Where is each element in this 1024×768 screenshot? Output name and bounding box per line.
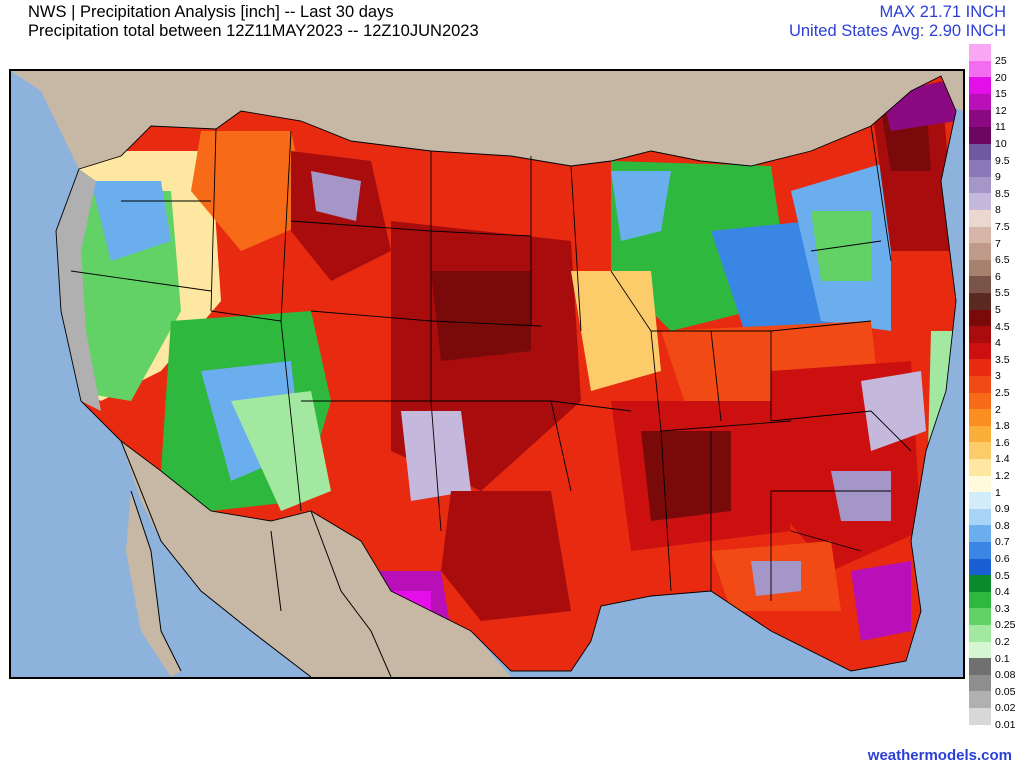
legend-label: 2 bbox=[995, 403, 1001, 416]
legend-swatch bbox=[969, 591, 991, 609]
us-average-label: United States Avg: 2.90 INCH bbox=[788, 22, 1006, 40]
legend-label: 3.5 bbox=[995, 353, 1010, 366]
legend-label: 1 bbox=[995, 486, 1001, 499]
legend-label: 4 bbox=[995, 337, 1001, 350]
legend-label: 25 bbox=[995, 55, 1007, 67]
legend-label: 7.5 bbox=[995, 221, 1010, 233]
legend-swatch bbox=[969, 625, 991, 642]
canada-land bbox=[11, 71, 963, 169]
legend-swatch bbox=[969, 259, 991, 277]
legend-swatch bbox=[969, 326, 991, 343]
legend-label: 0.08 bbox=[995, 669, 1016, 682]
legend-label: 9 bbox=[995, 171, 1001, 184]
legend-swatch bbox=[969, 309, 991, 327]
legend-swatch bbox=[969, 542, 991, 559]
legend-swatch bbox=[969, 376, 991, 393]
legend-label: 0.3 bbox=[995, 602, 1010, 615]
legend-label: 20 bbox=[995, 71, 1007, 84]
legend-swatch bbox=[969, 575, 991, 592]
legend-label: 0.01 bbox=[995, 719, 1016, 731]
coastal-low-precip bbox=[56, 169, 101, 411]
legend-label: 6 bbox=[995, 270, 1001, 283]
legend-swatch bbox=[969, 475, 991, 493]
legend-label: 0.25 bbox=[995, 619, 1016, 632]
legend-label: 1.4 bbox=[995, 453, 1010, 466]
legend-swatch bbox=[969, 658, 991, 675]
legend-label: 0.7 bbox=[995, 536, 1010, 549]
map-subtitle: Precipitation total between 12Z11MAY2023… bbox=[28, 22, 479, 40]
legend-swatch bbox=[969, 160, 991, 177]
stats-block: MAX 21.71 INCH United States Avg: 2.90 I… bbox=[789, 3, 1006, 41]
legend-label: 1.8 bbox=[995, 420, 1010, 433]
legend-label: 0.4 bbox=[995, 586, 1010, 599]
legend-label: 5.5 bbox=[995, 287, 1010, 300]
legend-label: 7 bbox=[995, 237, 1001, 250]
legend-swatch bbox=[969, 276, 991, 293]
legend-swatch bbox=[969, 708, 991, 725]
legend-swatch bbox=[969, 193, 991, 210]
legend-label: 0.8 bbox=[995, 519, 1010, 532]
legend-swatch bbox=[969, 77, 991, 94]
legend-swatch bbox=[969, 293, 991, 310]
legend-swatch bbox=[969, 392, 991, 410]
legend-swatch bbox=[969, 691, 991, 708]
legend-swatch bbox=[969, 342, 991, 360]
max-value-label: MAX 21.71 INCH bbox=[879, 3, 1006, 21]
legend-swatch bbox=[969, 674, 991, 692]
legend-swatch bbox=[969, 127, 991, 144]
legend-swatch bbox=[969, 93, 991, 111]
legend-label: 8.5 bbox=[995, 187, 1010, 200]
legend-label: 10 bbox=[995, 138, 1007, 150]
credit-text: weathermodels.com bbox=[867, 747, 1012, 764]
legend-swatch bbox=[969, 210, 991, 227]
map-title-block: NWS | Precipitation Analysis [inch] -- L… bbox=[28, 3, 479, 41]
mexico-land-outline bbox=[120, 440, 392, 677]
baja-peninsula bbox=[126, 491, 181, 677]
legend-label: 1.6 bbox=[995, 436, 1010, 449]
legend-swatch bbox=[969, 525, 991, 542]
legend-label: 1.2 bbox=[995, 470, 1010, 482]
legend-swatch bbox=[969, 243, 991, 260]
legend-label: 0.1 bbox=[995, 652, 1010, 665]
legend-swatch bbox=[969, 143, 991, 161]
legend-swatch bbox=[969, 492, 991, 509]
legend-label: 6.5 bbox=[995, 254, 1010, 267]
legend-swatch bbox=[969, 226, 991, 244]
legend-swatch bbox=[969, 60, 991, 78]
legend-swatch bbox=[969, 442, 991, 459]
legend-swatch bbox=[969, 425, 991, 443]
legend-label: 3 bbox=[995, 370, 1001, 383]
legend-swatch bbox=[969, 110, 991, 127]
legend-swatch bbox=[969, 641, 991, 659]
legend-swatch bbox=[969, 459, 991, 476]
legend-label: 9.5 bbox=[995, 154, 1010, 167]
legend-swatch bbox=[969, 608, 991, 625]
legend-label: 0.9 bbox=[995, 503, 1010, 516]
legend-label: 4.5 bbox=[995, 320, 1010, 333]
precipitation-map bbox=[9, 69, 965, 679]
legend-label: 0.05 bbox=[995, 685, 1016, 698]
legend-label: 0.2 bbox=[995, 636, 1010, 648]
legend-swatch bbox=[969, 44, 991, 61]
legend-label: 8 bbox=[995, 204, 1001, 217]
legend-label: 12 bbox=[995, 104, 1007, 117]
legend-swatch bbox=[969, 558, 991, 576]
legend-swatch bbox=[969, 508, 991, 526]
legend-label: 0.02 bbox=[995, 702, 1016, 715]
state-boundaries bbox=[55, 75, 957, 672]
legend-label: 5 bbox=[995, 304, 1001, 316]
map-canvas bbox=[11, 71, 963, 677]
legend-swatch bbox=[969, 359, 991, 376]
legend-swatch bbox=[969, 409, 991, 426]
mexico-land bbox=[121, 441, 511, 677]
legend-label: 0.6 bbox=[995, 553, 1010, 565]
legend-swatch bbox=[969, 176, 991, 194]
legend-label: 15 bbox=[995, 88, 1007, 101]
legend-label: 2.5 bbox=[995, 387, 1010, 399]
legend-label: 11 bbox=[995, 121, 1006, 134]
legend-label: 0.5 bbox=[995, 569, 1010, 582]
map-title: NWS | Precipitation Analysis [inch] -- L… bbox=[28, 3, 394, 21]
